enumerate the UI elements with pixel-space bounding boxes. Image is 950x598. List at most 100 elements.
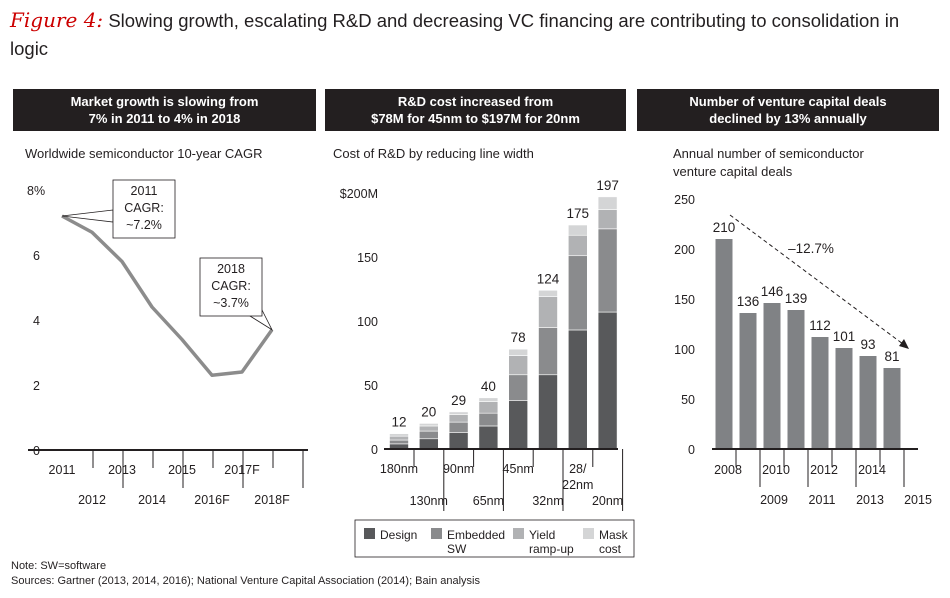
bar-segment-mask-cost <box>389 433 409 437</box>
legend-label: ramp-up <box>529 542 574 556</box>
bar-segment-yield-ramp-up <box>389 435 409 441</box>
y-tick-label: 0 <box>688 443 695 457</box>
x-tick-label: 2013 <box>856 493 884 507</box>
legend-swatch <box>431 528 442 539</box>
x-tick-label: 180nm <box>380 462 418 476</box>
vc-deals-bar <box>739 313 757 449</box>
bar-segment-mask-cost <box>538 289 558 297</box>
bar-total-label: 12 <box>391 415 406 430</box>
panel-1-header: Market growth is slowing from 7% in 2011… <box>13 89 316 131</box>
panel-1-header-line2: 7% in 2011 to 4% in 2018 <box>88 111 241 126</box>
x-tick-label: 2012 <box>810 463 838 477</box>
panel-3-subtitle-line2: venture capital deals <box>673 164 793 179</box>
bar-segment-design <box>567 329 588 450</box>
y-tick-label: 2 <box>33 379 40 393</box>
x-tick-label: 32nm <box>532 494 563 508</box>
y-tick-label: 100 <box>674 343 695 357</box>
bar-segment-mask-cost <box>567 224 588 236</box>
figure-label: Figure 4: <box>10 8 104 32</box>
panel-2-subtitle: Cost of R&D by reducing line width <box>333 146 534 161</box>
vc-deals-bar <box>787 310 805 449</box>
legend-label: SW <box>447 542 467 556</box>
callout-label: ~7.2% <box>126 218 162 232</box>
x-tick-label: 2011 <box>809 493 836 507</box>
x-tick-label: 45nm <box>503 462 534 476</box>
bar-segment-mask-cost <box>418 423 439 427</box>
x-tick-label: 2013 <box>108 463 136 477</box>
x-tick-label: 2010 <box>762 463 790 477</box>
x-tick-label: 2014 <box>858 463 886 477</box>
x-tick-label: 28/ <box>569 462 587 476</box>
x-tick-label: 2018F <box>254 493 290 507</box>
panel-2-header-line1: R&D cost increased from <box>397 94 554 109</box>
vc-deals-bar <box>859 356 877 449</box>
cagr-line <box>61 214 274 377</box>
bar-segment-design <box>448 432 469 450</box>
callout-box <box>199 257 263 317</box>
bar-total-label: 124 <box>537 271 560 286</box>
y-tick-label: 4 <box>33 314 40 328</box>
bar-total-label: 20 <box>421 404 436 419</box>
legend-label: Design <box>380 528 417 542</box>
bar-segment-design <box>597 311 618 450</box>
panel-1-subtitle: Worldwide semiconductor 10-year CAGR <box>25 146 263 161</box>
bar-segment-design <box>538 374 558 450</box>
sources-text: Sources: Gartner (2013, 2014, 2016); Nat… <box>11 575 480 587</box>
bar-value-label: 146 <box>761 284 784 299</box>
bar-segment-mask-cost <box>478 397 499 402</box>
bar-total-label: 29 <box>451 393 466 408</box>
vc-deals-bar <box>835 348 853 449</box>
panel-2-header: R&D cost increased from $78M for 45nm to… <box>325 89 626 131</box>
bar-segment-yield-ramp-up <box>567 234 588 257</box>
trend-line <box>729 214 904 345</box>
bar-value-label: 101 <box>833 329 856 344</box>
x-tick-label: 2016F <box>194 493 230 507</box>
panel-3-header-line1: Number of venture capital deals <box>689 94 887 109</box>
bar-segment-embedded-sw <box>597 228 618 313</box>
bar-segment-mask-cost <box>597 196 618 210</box>
panel-3-subtitle: Annual number of semiconductor venture c… <box>673 145 864 181</box>
y-tick-label: 250 <box>674 193 695 207</box>
x-tick-label: 2014 <box>138 493 166 507</box>
bar-value-label: 210 <box>713 220 736 235</box>
bar-total-label: 40 <box>481 379 496 394</box>
vc-deals-bar <box>811 337 829 449</box>
bar-segment-embedded-sw <box>418 430 439 440</box>
bar-value-label: 139 <box>785 291 808 306</box>
y-tick-label: 8% <box>27 184 45 198</box>
panel-3-header: Number of venture capital deals declined… <box>637 89 939 131</box>
trend-label: –12.7% <box>788 241 834 256</box>
y-tick-label: 50 <box>681 393 695 407</box>
bar-segment-embedded-sw <box>389 439 409 445</box>
bar-segment-design <box>418 438 439 450</box>
bar-total-label: 175 <box>567 206 590 221</box>
bar-segment-yield-ramp-up <box>597 209 618 230</box>
y-tick-label: 0 <box>371 443 378 457</box>
bar-segment-design <box>478 425 499 450</box>
bar-value-label: 112 <box>809 318 831 333</box>
note-text: Note: SW=software <box>11 560 107 572</box>
x-tick-label: 130nm <box>410 494 448 508</box>
legend-label: Yield <box>529 528 555 542</box>
bar-segment-embedded-sw <box>567 255 588 331</box>
legend-label: Embedded <box>447 528 505 542</box>
x-tick-label: 22nm <box>562 478 593 492</box>
x-tick-label: 2015 <box>904 493 932 507</box>
y-tick-label: $200M <box>340 187 378 201</box>
bar-segment-mask-cost <box>448 411 469 415</box>
bar-segment-yield-ramp-up <box>418 425 439 432</box>
vc-deals-bar <box>883 368 901 449</box>
callout-label: ~3.7% <box>213 296 249 310</box>
callout-label: CAGR: <box>211 279 251 293</box>
bar-segment-yield-ramp-up <box>448 414 469 423</box>
bar-segment-yield-ramp-up <box>538 296 558 328</box>
panel-3-header-line2: declined by 13% annually <box>709 111 867 126</box>
legend-swatch <box>364 528 375 539</box>
bar-segment-design <box>508 400 528 450</box>
y-tick-label: 6 <box>33 249 40 263</box>
bar-segment-mask-cost <box>508 348 528 356</box>
bar-value-label: 136 <box>737 294 760 309</box>
x-tick-label: 2015 <box>168 463 196 477</box>
bar-segment-embedded-sw <box>538 327 558 376</box>
legend-label: Mask <box>599 528 629 542</box>
